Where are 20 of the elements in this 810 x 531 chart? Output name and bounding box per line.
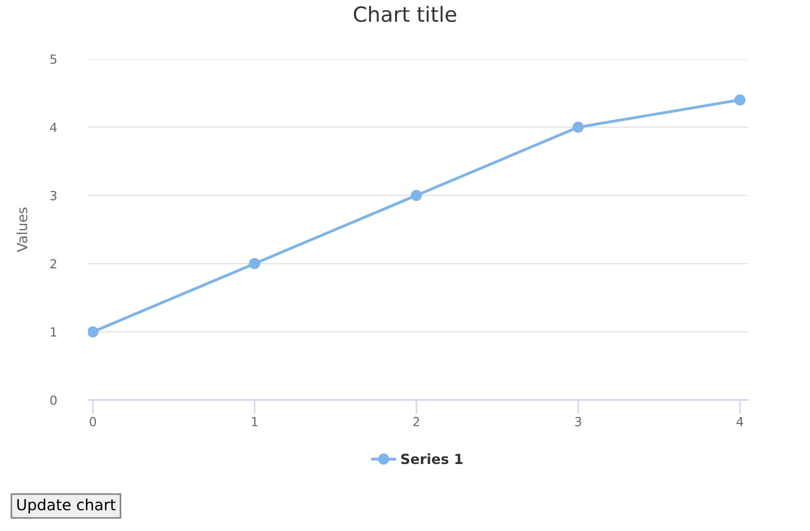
point xyxy=(249,258,260,270)
y-axis-title: Values xyxy=(16,207,28,252)
point xyxy=(572,122,584,133)
point xyxy=(88,326,98,338)
y-tick-label: 4 xyxy=(50,122,57,132)
y-tick-label: 2 xyxy=(50,259,56,268)
y-tick-label: 3 xyxy=(50,190,56,200)
text: Update chart xyxy=(17,498,116,514)
point xyxy=(734,94,746,106)
x-tick-label: 1 xyxy=(252,417,258,426)
point xyxy=(410,190,422,201)
y-tick-label: 0 xyxy=(50,395,57,405)
x-tick-label: 3 xyxy=(575,416,582,426)
x-tick-label: 4 xyxy=(736,417,744,426)
legend-label: Series 1 xyxy=(401,453,463,464)
x-tick-label: 2 xyxy=(413,416,420,426)
y-tick-label: 1 xyxy=(50,327,56,337)
x-tick-label: 0 xyxy=(90,416,96,426)
y-tick-label: 5 xyxy=(50,54,56,64)
chart-title: Chart title xyxy=(354,6,456,22)
